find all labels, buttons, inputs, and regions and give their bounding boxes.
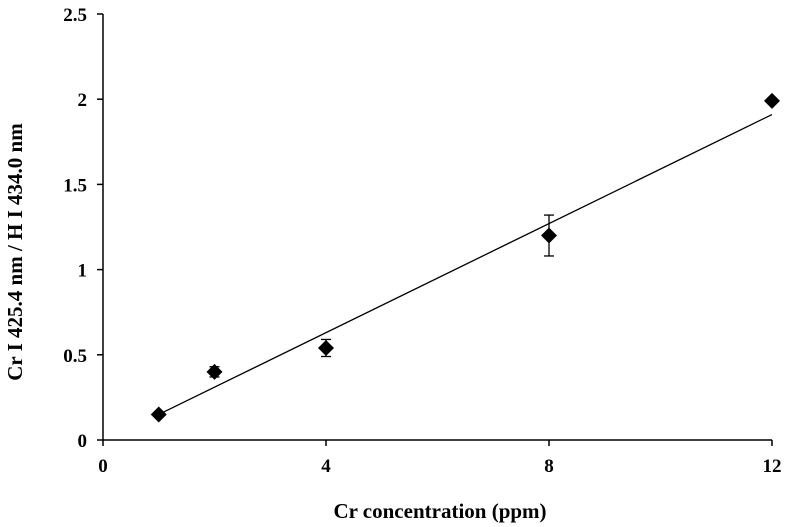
data-point-diamond bbox=[150, 406, 167, 423]
linear-trendline bbox=[158, 113, 773, 416]
y-tick-label: 1 bbox=[78, 261, 88, 282]
y-tick-label: 2 bbox=[78, 90, 88, 111]
y-tick-label: 2.5 bbox=[63, 5, 87, 26]
x-tick-label: 4 bbox=[321, 456, 331, 477]
y-tick-label: 1.5 bbox=[63, 175, 87, 196]
x-axis-title: Cr concentration (ppm) bbox=[333, 499, 546, 523]
trendline-layer bbox=[158, 113, 773, 416]
x-tick-label: 0 bbox=[98, 456, 108, 477]
data-point-diamond bbox=[541, 227, 557, 244]
data-point-diamond bbox=[764, 92, 780, 109]
y-tick-label: 0 bbox=[78, 431, 88, 452]
axes: 0 4 8 12 0 0.5 1 1.5 2 2.5 bbox=[63, 5, 781, 477]
x-tick-label: 12 bbox=[763, 456, 782, 477]
y-tick-label: 0.5 bbox=[63, 346, 87, 367]
y-axis-title: Cr I 425.4 nm / H I 434.0 nm bbox=[3, 123, 27, 381]
x-tick-label: 8 bbox=[544, 456, 554, 477]
data-point-diamond bbox=[318, 339, 334, 356]
data-point-diamond bbox=[206, 363, 223, 380]
data-points-layer bbox=[150, 92, 780, 423]
